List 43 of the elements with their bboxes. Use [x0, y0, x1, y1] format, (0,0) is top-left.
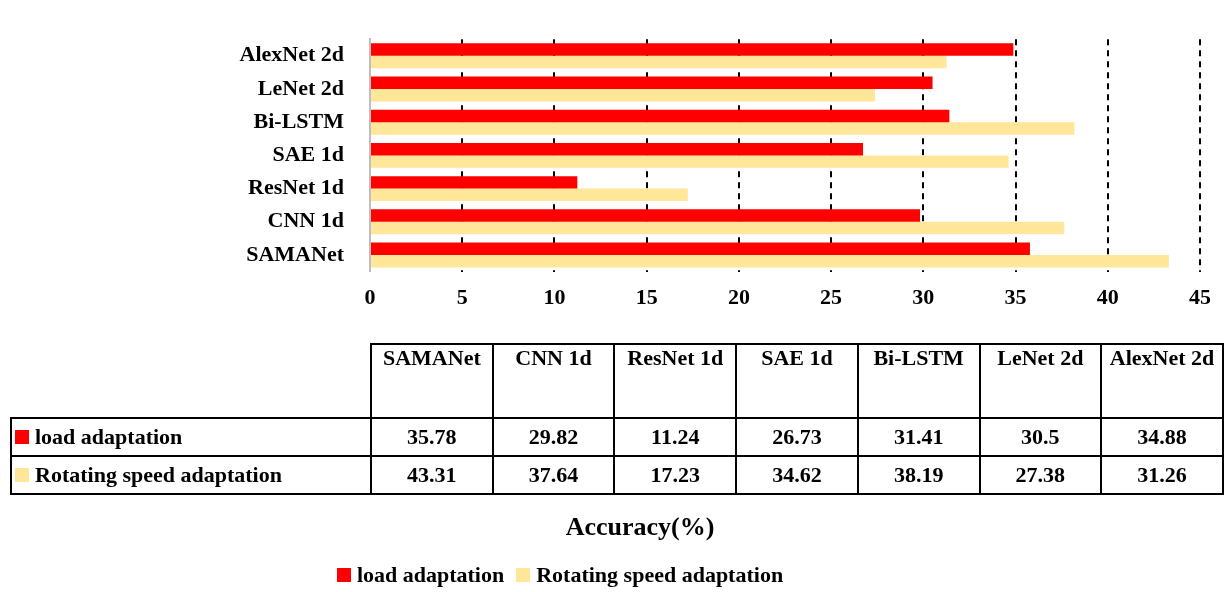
category-label: SAE 1d	[736, 344, 858, 418]
data-label: 38.19	[857, 456, 980, 494]
x-tick-label: 15	[635, 284, 658, 310]
legend-label: Rotating speed adaptation	[535, 562, 784, 587]
data-label: 17.23	[614, 456, 737, 494]
data-label: 37.64	[492, 456, 615, 494]
category-label: Bi-LSTM	[857, 344, 980, 418]
category-label: SAMANet	[371, 344, 493, 418]
data-label: 26.73	[736, 418, 858, 456]
text: Accuracy(%)	[564, 512, 716, 542]
data-label: 11.24	[614, 418, 737, 456]
category-label: LeNet 2d	[979, 344, 1102, 418]
data-label: 29.82	[492, 418, 615, 456]
y-tick-label: Bi-LSTM	[253, 107, 345, 133]
category-label: CNN 1d	[492, 344, 615, 418]
y-tick-label: CNN 1d	[267, 207, 344, 233]
category-label: ResNet 1d	[614, 344, 737, 418]
data-label: 34.62	[736, 456, 858, 494]
y-tick-label: LeNet 2d	[257, 74, 344, 100]
data-label: 34.88	[1101, 418, 1223, 456]
data-label: 27.38	[979, 456, 1102, 494]
x-tick-label: 45	[1189, 284, 1211, 310]
data-label: 35.78	[371, 418, 493, 456]
data-label: 31.26	[1101, 456, 1223, 494]
legend-label: load adaptation	[355, 562, 505, 587]
category-label: AlexNet 2d	[1101, 344, 1223, 418]
x-tick-label: 0	[364, 284, 376, 310]
x-tick-label: 5	[456, 284, 468, 310]
y-tick-label: AlexNet 2d	[239, 41, 344, 67]
y-tick-label: ResNet 1d	[248, 174, 344, 200]
x-tick-label: 20	[727, 284, 750, 310]
x-tick-label: 35	[1004, 284, 1027, 310]
x-tick-label: 10	[543, 284, 566, 310]
data-label: 43.31	[371, 456, 493, 494]
data-label: 31.41	[857, 418, 980, 456]
x-tick-label: 25	[820, 284, 843, 310]
y-tick-label: SAE 1d	[272, 141, 344, 167]
x-tick-label: 30	[912, 284, 935, 310]
data-label: 30.5	[979, 418, 1102, 456]
x-tick-label: 40	[1096, 284, 1119, 310]
legend-label: load adaptation	[11, 418, 371, 456]
legend-label: Rotating speed adaptation	[11, 456, 371, 494]
y-tick-label: SAMANet	[246, 240, 345, 266]
